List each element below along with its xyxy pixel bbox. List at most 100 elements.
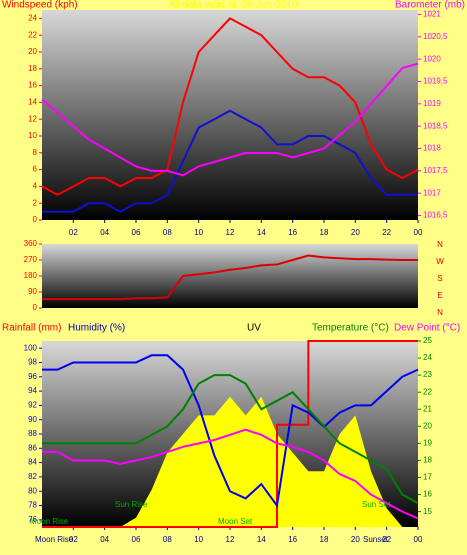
plot-area [42, 244, 418, 308]
y2-tick-label: 1020,5 [423, 32, 448, 41]
series-line [42, 428, 419, 520]
axis-label: Humidity (%) [68, 323, 125, 334]
y-tick-label: 24 [28, 14, 37, 23]
y2-tick-label: 1016,5 [423, 211, 448, 220]
y-tick-label: 82 [28, 472, 37, 481]
direction-label: E [437, 291, 442, 300]
y-tick-label: 14 [28, 98, 37, 107]
x-tick-label: 10 [194, 228, 203, 237]
y-tick-label: 10 [28, 131, 37, 140]
x-tick-label: 20 [351, 228, 360, 237]
y2-tick-label: 22 [423, 387, 432, 396]
y-tick-label: 84 [28, 458, 37, 467]
plot-area [42, 10, 418, 220]
x-tick-label: 16 [288, 535, 297, 544]
x-tick-label: 00 [414, 228, 423, 237]
series-line [42, 340, 418, 528]
axis-label: UV [247, 323, 261, 334]
x-tick-label: 10 [194, 535, 203, 544]
series-line [42, 254, 418, 301]
direction-label: W [436, 257, 444, 266]
x-tick-label: 16 [288, 228, 297, 237]
axis-label: Dew Point (°C) [394, 323, 460, 334]
annotation: Sun Rise [115, 500, 148, 509]
y2-tick-label: 18 [423, 456, 432, 465]
y2-tick-label: 17 [423, 473, 432, 482]
x-tick-label: 06 [132, 228, 141, 237]
annotation: Moon Rise [35, 535, 74, 544]
y-tick-label: 88 [28, 429, 37, 438]
uv-area [42, 396, 418, 527]
annotation: Sunset [363, 535, 389, 544]
x-tick-label: 04 [100, 535, 109, 544]
annotation: Moon Rise [30, 517, 69, 526]
y2-tick-label: 23 [423, 370, 432, 379]
y-tick-label: 90 [28, 287, 37, 296]
x-tick-label: 12 [226, 228, 235, 237]
y2-tick-label: 1017 [423, 188, 441, 197]
y-tick-label: 80 [28, 486, 37, 495]
x-tick-label: 14 [257, 228, 266, 237]
y2-tick-label: 15 [423, 507, 432, 516]
y2-tick-label: 1019 [423, 99, 441, 108]
y2-tick-label: 1017,5 [423, 166, 448, 175]
y-tick-label: 6 [33, 165, 38, 174]
y-tick-label: 8 [33, 148, 38, 157]
y-tick-label: 22 [28, 30, 37, 39]
y-tick-label: 94 [28, 386, 37, 395]
direction-label: S [437, 274, 442, 283]
y-tick-label: 90 [28, 415, 37, 424]
y-tick-label: 16 [28, 81, 37, 90]
x-tick-label: 14 [257, 535, 266, 544]
x-tick-label: 00 [414, 535, 423, 544]
y2-tick-label: 1021 [423, 10, 441, 19]
axis-label: Temperature (°C) [312, 323, 389, 334]
y2-axis-label: Barometer (mb) [395, 0, 465, 11]
y-tick-label: 12 [28, 114, 37, 123]
y-tick-label: 96 [28, 372, 37, 381]
x-tick-label: 22 [382, 535, 391, 544]
y-tick-label: 92 [28, 400, 37, 409]
y-tick-label: 0 [33, 215, 38, 224]
y2-tick-label: 19 [423, 438, 432, 447]
annotation: Sun Set [362, 500, 391, 509]
x-tick-label: 08 [163, 535, 172, 544]
x-tick-label: 12 [226, 535, 235, 544]
y-tick-label: 20 [28, 47, 37, 56]
x-tick-label: 22 [382, 228, 391, 237]
y2-tick-label: 21 [423, 404, 432, 413]
y2-tick-label: 20 [423, 421, 432, 430]
chart-title: All data valid at: 26-Jun-2010 [168, 0, 298, 11]
y-tick-label: 78 [28, 501, 37, 510]
y-tick-label: 100 [24, 343, 38, 352]
x-tick-label: 04 [100, 228, 109, 237]
x-tick-label: 02 [69, 535, 78, 544]
y-tick-label: 270 [24, 255, 38, 264]
y-axis-label: Windspeed (kph) [2, 0, 78, 11]
x-tick-label: 20 [351, 535, 360, 544]
y2-tick-label: 24 [423, 353, 432, 362]
y-tick-label: 4 [33, 182, 38, 191]
x-tick-label: 02 [69, 228, 78, 237]
y-tick-label: 0 [33, 303, 38, 312]
series-line [41, 17, 419, 196]
y2-tick-label: 1019,5 [423, 77, 448, 86]
y-tick-label: 86 [28, 443, 37, 452]
x-tick-label: 18 [320, 535, 329, 544]
y2-tick-label: 16 [423, 490, 432, 499]
series-line [42, 109, 418, 213]
y2-tick-label: 1020 [423, 54, 441, 63]
series-line [42, 354, 419, 509]
y-tick-label: 98 [28, 358, 37, 367]
x-tick-label: 08 [163, 228, 172, 237]
direction-label: N [437, 308, 443, 317]
y-tick-label: 180 [24, 271, 38, 280]
x-tick-label: 18 [320, 228, 329, 237]
series-line [42, 374, 419, 504]
y-tick-label: 18 [28, 64, 37, 73]
y-tick-label: 2 [33, 198, 38, 207]
y-tick-label: 76 [28, 515, 37, 524]
direction-label: N [437, 240, 443, 249]
y-tick-label: 360 [24, 239, 38, 248]
